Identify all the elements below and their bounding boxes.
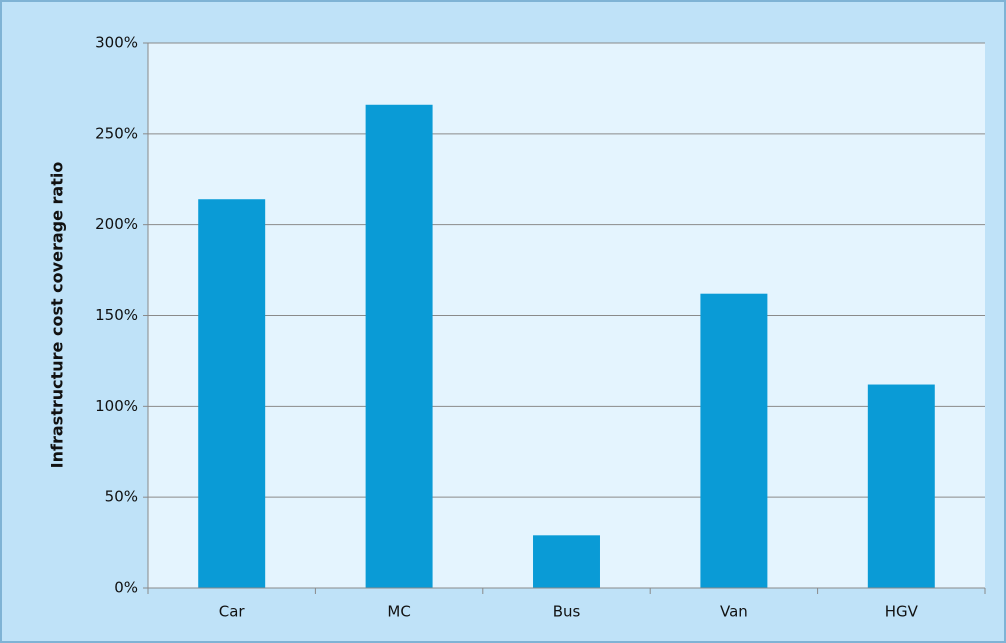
y-tick-label: 250% (95, 124, 138, 142)
bar (867, 384, 935, 588)
x-tick-label: Car (219, 603, 246, 621)
bar (533, 535, 600, 588)
x-tick-label: Van (720, 603, 748, 621)
y-tick-label: 200% (95, 215, 138, 233)
bar (365, 104, 433, 589)
bar (700, 293, 768, 588)
y-tick-label: 300% (95, 34, 138, 52)
x-tick-label: Bus (553, 603, 581, 621)
bar (198, 199, 266, 588)
x-tick-label: MC (387, 603, 410, 621)
y-tick-label: 100% (95, 397, 138, 415)
y-tick-label: 50% (105, 488, 138, 506)
y-tick-label: 150% (95, 306, 138, 324)
x-tick-label: HGV (885, 603, 919, 621)
y-axis-title: Infrastructure cost coverage ratio (48, 162, 67, 469)
y-tick-label: 0% (114, 579, 138, 597)
